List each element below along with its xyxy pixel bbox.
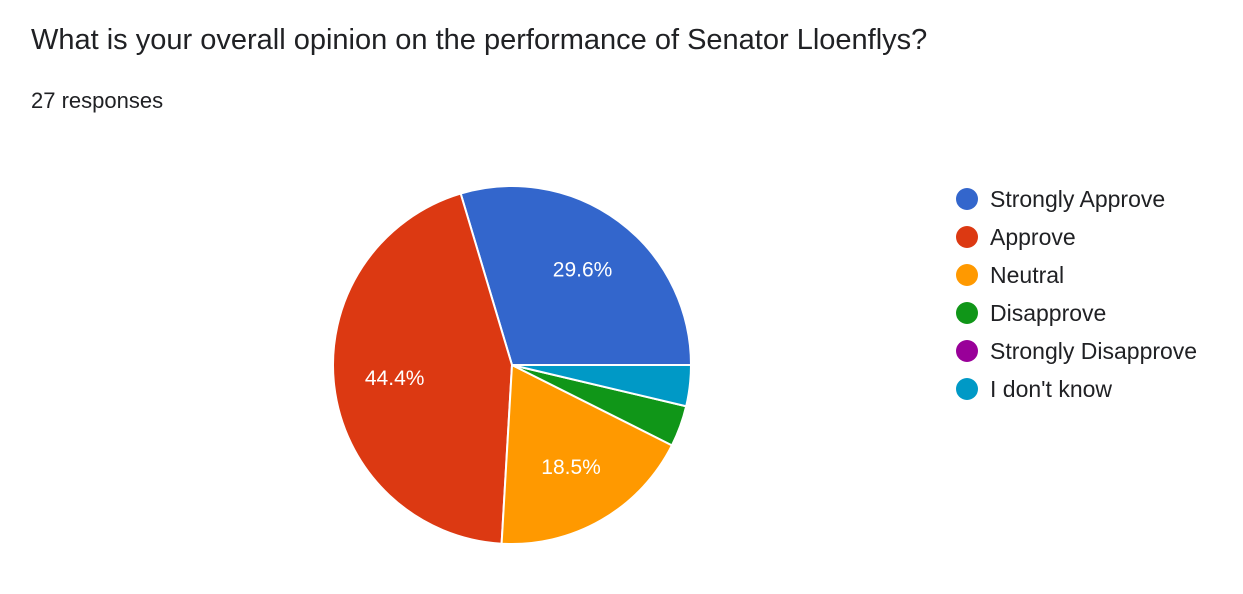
legend-label: Strongly Approve <box>990 185 1166 212</box>
response-count: 27 responses <box>31 88 164 113</box>
legend-item-i-don-t-know[interactable]: I don't know <box>956 370 1197 408</box>
legend-swatch-i-don-t-know <box>956 378 978 400</box>
legend-swatch-strongly-approve <box>956 188 978 210</box>
chart-title: What is your overall opinion on the perf… <box>31 24 928 56</box>
pie-slice-approve[interactable] <box>332 192 514 545</box>
legend-label: Disapprove <box>990 299 1107 326</box>
slice-label-neutral: 18.5% <box>541 456 601 479</box>
slice-label-strongly-approve: 29.6% <box>553 259 613 282</box>
slice-label-approve: 44.4% <box>365 367 425 390</box>
legend-swatch-neutral <box>956 264 978 286</box>
legend-item-neutral[interactable]: Neutral <box>956 256 1197 294</box>
pie-slice-i-don-t-know[interactable] <box>511 364 693 408</box>
legend-label: I don't know <box>990 375 1113 402</box>
legend-item-strongly-approve[interactable]: Strongly Approve <box>956 180 1197 218</box>
pie-slice-strongly-approve[interactable] <box>459 185 693 366</box>
legend-label: Neutral <box>990 261 1065 288</box>
chart-legend: Strongly Approve Approve Neutral Disapprove… <box>956 180 1197 408</box>
legend-label: Approve <box>990 223 1076 250</box>
pie-slice-neutral[interactable] <box>500 363 674 545</box>
legend-swatch-strongly-disapprove <box>956 340 978 362</box>
legend-item-disapprove[interactable]: Disapprove <box>956 294 1197 332</box>
legend-item-strongly-disapprove[interactable]: Strongly Disapprove <box>956 332 1197 370</box>
legend-item-approve[interactable]: Approve <box>956 218 1197 256</box>
legend-swatch-disapprove <box>956 302 978 324</box>
legend-label: Strongly Disapprove <box>990 337 1198 364</box>
legend-swatch-approve <box>956 226 978 248</box>
